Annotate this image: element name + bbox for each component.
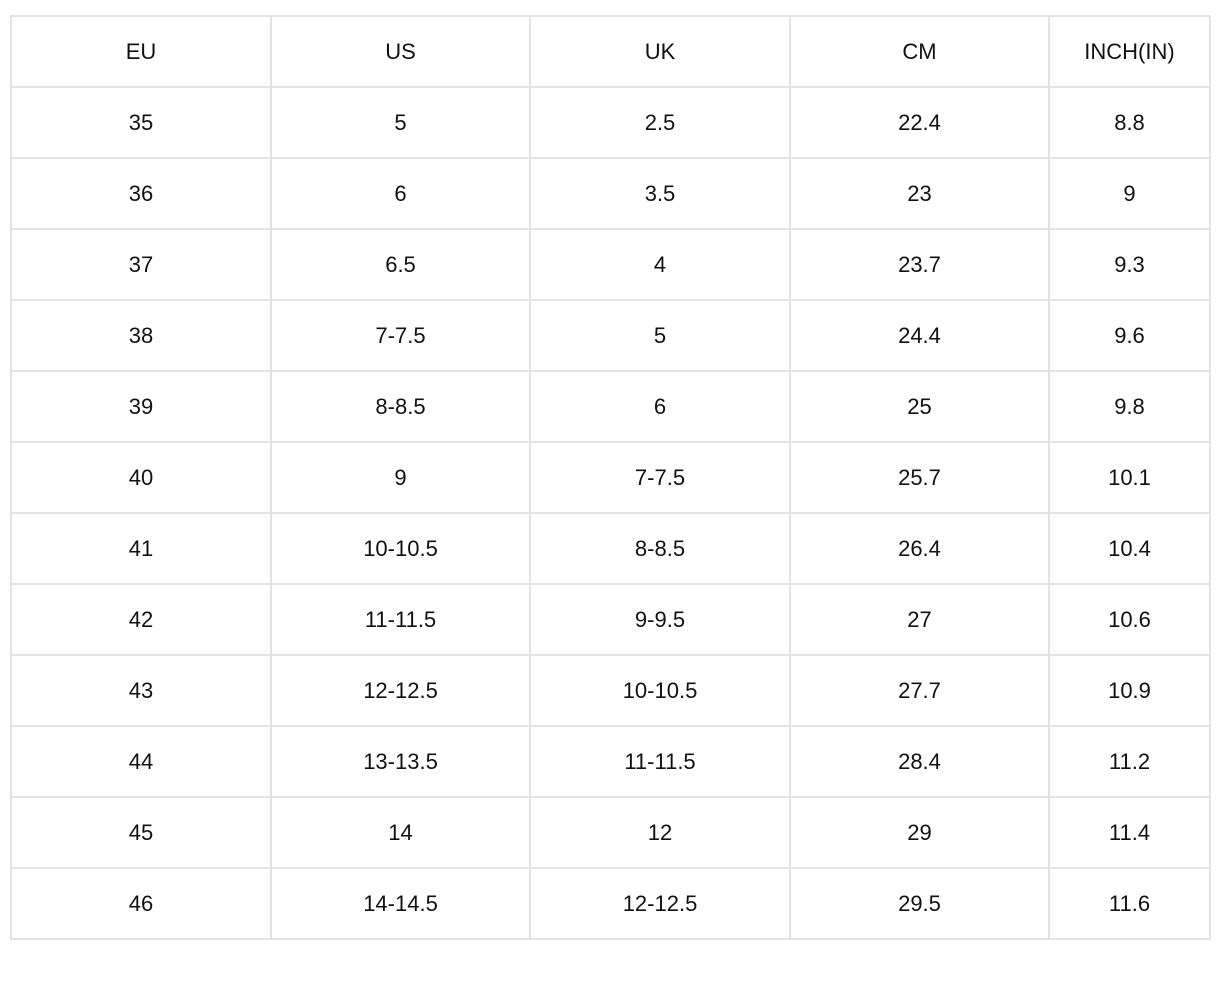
- table-cell: 29: [789, 796, 1050, 869]
- table-row: 38 7-7.5 5 24.4 9.6: [10, 299, 1211, 372]
- table-row: 45 14 12 29 11.4: [10, 796, 1211, 869]
- table-body: EU US UK CM INCH(IN) 35 5 2.5 22.4 8.8 36 6 3.5 23 9 37…: [10, 15, 1211, 940]
- table-cell: 41: [10, 512, 272, 585]
- size-table: EU US UK CM INCH(IN) 35 5 2.5 22.4 8.8 36 6 3.5 23 9 37…: [10, 15, 1211, 940]
- header-cell: EU: [10, 15, 272, 88]
- table-row: 37 6.5 4 23.7 9.3: [10, 228, 1211, 301]
- table-cell: 10-10.5: [270, 512, 531, 585]
- table-cell: 23: [789, 157, 1050, 230]
- table-cell: 43: [10, 654, 272, 727]
- table-cell: 45: [10, 796, 272, 869]
- header-cell: CM: [789, 15, 1050, 88]
- table-cell: 39: [10, 370, 272, 443]
- table-cell: 44: [10, 725, 272, 798]
- table-cell: 14-14.5: [270, 867, 531, 940]
- table-cell: 10-10.5: [529, 654, 791, 727]
- table-row: 39 8-8.5 6 25 9.8: [10, 370, 1211, 443]
- table-cell: 9: [1048, 157, 1211, 230]
- table-cell: 9.3: [1048, 228, 1211, 301]
- table-cell: 10.9: [1048, 654, 1211, 727]
- table-cell: 35: [10, 86, 272, 159]
- table-cell: 5: [270, 86, 531, 159]
- table-cell: 9.8: [1048, 370, 1211, 443]
- table-cell: 5: [529, 299, 791, 372]
- table-cell: 37: [10, 228, 272, 301]
- table-cell: 25.7: [789, 441, 1050, 514]
- table-cell: 3.5: [529, 157, 791, 230]
- table-cell: 11-11.5: [270, 583, 531, 656]
- table-cell: 12: [529, 796, 791, 869]
- table-cell: 22.4: [789, 86, 1050, 159]
- table-cell: 40: [10, 441, 272, 514]
- table-cell: 25: [789, 370, 1050, 443]
- table-cell: 8-8.5: [270, 370, 531, 443]
- table-cell: 46: [10, 867, 272, 940]
- table-row: 44 13-13.5 11-11.5 28.4 11.2: [10, 725, 1211, 798]
- table-cell: 42: [10, 583, 272, 656]
- table-cell: 26.4: [789, 512, 1050, 585]
- table-cell: 9-9.5: [529, 583, 791, 656]
- header-cell: INCH(IN): [1048, 15, 1211, 88]
- table-cell: 11.6: [1048, 867, 1211, 940]
- table-cell: 38: [10, 299, 272, 372]
- table-cell: 8.8: [1048, 86, 1211, 159]
- table-row: 40 9 7-7.5 25.7 10.1: [10, 441, 1211, 514]
- header-cell: UK: [529, 15, 791, 88]
- table-cell: 7-7.5: [270, 299, 531, 372]
- table-row: 35 5 2.5 22.4 8.8: [10, 86, 1211, 159]
- table-cell: 6.5: [270, 228, 531, 301]
- table-row: 42 11-11.5 9-9.5 27 10.6: [10, 583, 1211, 656]
- table-cell: 9.6: [1048, 299, 1211, 372]
- table-cell: 11.2: [1048, 725, 1211, 798]
- header-cell: US: [270, 15, 531, 88]
- table-cell: 27: [789, 583, 1050, 656]
- table-cell: 8-8.5: [529, 512, 791, 585]
- table-cell: 12-12.5: [270, 654, 531, 727]
- table-cell: 12-12.5: [529, 867, 791, 940]
- table-cell: 28.4: [789, 725, 1050, 798]
- header-row: EU US UK CM INCH(IN): [10, 15, 1211, 88]
- table-cell: 2.5: [529, 86, 791, 159]
- table-row: 43 12-12.5 10-10.5 27.7 10.9: [10, 654, 1211, 727]
- table-cell: 29.5: [789, 867, 1050, 940]
- table-cell: 23.7: [789, 228, 1050, 301]
- table-cell: 14: [270, 796, 531, 869]
- table-cell: 24.4: [789, 299, 1050, 372]
- table-cell: 36: [10, 157, 272, 230]
- table-cell: 6: [270, 157, 531, 230]
- table-cell: 4: [529, 228, 791, 301]
- table-cell: 27.7: [789, 654, 1050, 727]
- table-cell: 7-7.5: [529, 441, 791, 514]
- table-cell: 10.1: [1048, 441, 1211, 514]
- table-cell: 10.6: [1048, 583, 1211, 656]
- table-cell: 13-13.5: [270, 725, 531, 798]
- table-cell: 11.4: [1048, 796, 1211, 869]
- table-cell: 9: [270, 441, 531, 514]
- table-cell: 10.4: [1048, 512, 1211, 585]
- table-cell: 11-11.5: [529, 725, 791, 798]
- table-row: 46 14-14.5 12-12.5 29.5 11.6: [10, 867, 1211, 940]
- table-row: 36 6 3.5 23 9: [10, 157, 1211, 230]
- table-row: 41 10-10.5 8-8.5 26.4 10.4: [10, 512, 1211, 585]
- table-cell: 6: [529, 370, 791, 443]
